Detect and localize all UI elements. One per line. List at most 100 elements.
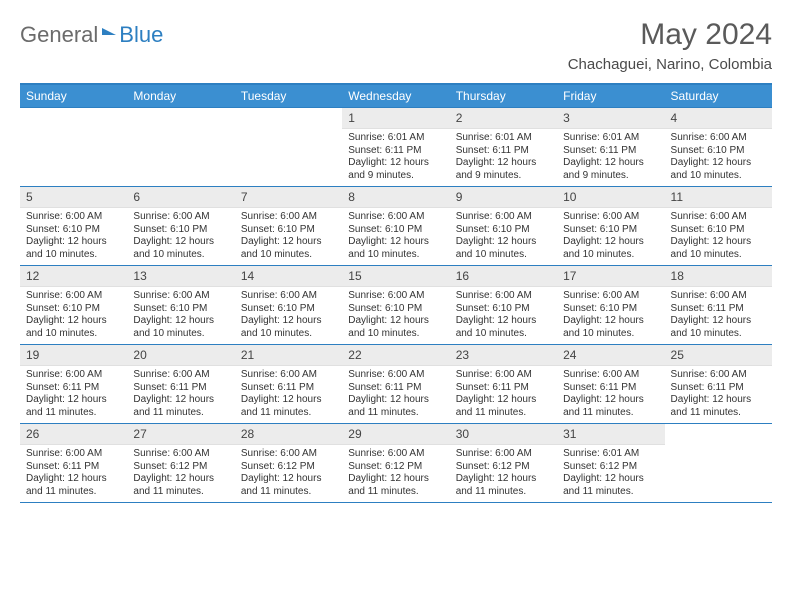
daylight-line: Daylight: 12 hours and 11 minutes. (456, 473, 551, 498)
day-body: Sunrise: 6:00 AMSunset: 6:10 PMDaylight:… (235, 208, 342, 265)
day-body: Sunrise: 6:00 AMSunset: 6:10 PMDaylight:… (20, 287, 127, 344)
title-block: May 2024 Chachaguei, Narino, Colombia (568, 18, 772, 73)
day-number: 18 (665, 266, 772, 287)
sunrise-line: Sunrise: 6:01 AM (563, 132, 658, 145)
sunrise-line: Sunrise: 6:00 AM (348, 290, 443, 303)
day-cell: 13Sunrise: 6:00 AMSunset: 6:10 PMDayligh… (127, 266, 234, 344)
daylight-line: Daylight: 12 hours and 10 minutes. (671, 236, 766, 261)
week-row: 1Sunrise: 6:01 AMSunset: 6:11 PMDaylight… (20, 107, 772, 186)
day-number: 7 (235, 187, 342, 208)
day-number: 13 (127, 266, 234, 287)
sunrise-line: Sunrise: 6:00 AM (348, 369, 443, 382)
day-number: 31 (557, 424, 664, 445)
day-cell: 15Sunrise: 6:00 AMSunset: 6:10 PMDayligh… (342, 266, 449, 344)
day-cell: 12Sunrise: 6:00 AMSunset: 6:10 PMDayligh… (20, 266, 127, 344)
day-body: Sunrise: 6:00 AMSunset: 6:12 PMDaylight:… (235, 445, 342, 502)
daylight-line: Daylight: 12 hours and 10 minutes. (241, 315, 336, 340)
sunrise-line: Sunrise: 6:00 AM (671, 369, 766, 382)
daylight-line: Daylight: 12 hours and 11 minutes. (563, 394, 658, 419)
day-cell: 28Sunrise: 6:00 AMSunset: 6:12 PMDayligh… (235, 424, 342, 502)
day-number: 8 (342, 187, 449, 208)
daylight-line: Daylight: 12 hours and 11 minutes. (241, 394, 336, 419)
day-number: 22 (342, 345, 449, 366)
day-cell: 16Sunrise: 6:00 AMSunset: 6:10 PMDayligh… (450, 266, 557, 344)
sunrise-line: Sunrise: 6:00 AM (133, 369, 228, 382)
day-body: Sunrise: 6:00 AMSunset: 6:11 PMDaylight:… (20, 366, 127, 423)
daylight-line: Daylight: 12 hours and 11 minutes. (133, 394, 228, 419)
day-cell: 21 Sunrise: 6:00 AMSunset: 6:11 PMDayligh… (235, 345, 342, 423)
sunrise-line: Sunrise: 6:01 AM (348, 132, 443, 145)
day-number: 11 (665, 187, 772, 208)
day-number: 4 (665, 108, 772, 129)
day-number: 17 (557, 266, 664, 287)
weekday-header: Monday (127, 85, 234, 107)
daylight-line: Daylight: 12 hours and 10 minutes. (563, 315, 658, 340)
week-row: 5Sunrise: 6:00 AMSunset: 6:10 PMDaylight… (20, 186, 772, 265)
day-body: Sunrise: 6:00 AMSunset: 6:12 PMDaylight:… (127, 445, 234, 502)
daylight-line: Daylight: 12 hours and 11 minutes. (133, 473, 228, 498)
daylight-line: Daylight: 12 hours and 11 minutes. (456, 394, 551, 419)
sunset-line: Sunset: 6:11 PM (241, 382, 336, 395)
day-number: 24 (557, 345, 664, 366)
day-cell: 20Sunrise: 6:00 AMSunset: 6:11 PMDayligh… (127, 345, 234, 423)
sunrise-line: Sunrise: 6:00 AM (133, 211, 228, 224)
day-cell: 24 Sunrise: 6:00 AMSunset: 6:11 PMDayligh… (557, 345, 664, 423)
day-number: 21 (235, 345, 342, 366)
day-body: Sunrise: 6:00 AMSunset: 6:12 PMDaylight:… (342, 445, 449, 502)
sunrise-line: Sunrise: 6:00 AM (241, 211, 336, 224)
sunset-line: Sunset: 6:11 PM (671, 303, 766, 316)
daylight-line: Daylight: 12 hours and 9 minutes. (348, 157, 443, 182)
day-cell (127, 108, 234, 186)
day-body: Sunrise: 6:00 AMSunset: 6:10 PMDaylight:… (557, 208, 664, 265)
sunrise-line: Sunrise: 6:00 AM (241, 369, 336, 382)
brand-logo: General Blue (20, 18, 163, 48)
month-title: May 2024 (568, 18, 772, 52)
sunset-line: Sunset: 6:10 PM (563, 303, 658, 316)
day-body: Sunrise: 6:00 AMSunset: 6:10 PMDaylight:… (665, 129, 772, 186)
day-body: Sunrise: 6:00 AMSunset: 6:10 PMDaylight:… (342, 287, 449, 344)
daylight-line: Daylight: 12 hours and 9 minutes. (563, 157, 658, 182)
sunset-line: Sunset: 6:10 PM (456, 303, 551, 316)
calendar-bottom-border (20, 502, 772, 503)
sunrise-line: Sunrise: 6:00 AM (456, 369, 551, 382)
sunrise-line: Sunrise: 6:00 AM (26, 448, 121, 461)
sunset-line: Sunset: 6:10 PM (348, 303, 443, 316)
sunrise-line: Sunrise: 6:00 AM (671, 290, 766, 303)
daylight-line: Daylight: 12 hours and 11 minutes. (241, 473, 336, 498)
sunrise-line: Sunrise: 6:00 AM (456, 448, 551, 461)
day-cell: 2Sunrise: 6:01 AMSunset: 6:11 PMDaylight… (450, 108, 557, 186)
daylight-line: Daylight: 12 hours and 10 minutes. (348, 236, 443, 261)
sunrise-line: Sunrise: 6:00 AM (348, 448, 443, 461)
day-cell: 29Sunrise: 6:00 AMSunset: 6:12 PMDayligh… (342, 424, 449, 502)
weekday-header-row: SundayMondayTuesdayWednesdayThursdayFrid… (20, 83, 772, 107)
day-cell: 1Sunrise: 6:01 AMSunset: 6:11 PMDaylight… (342, 108, 449, 186)
weekday-header: Friday (557, 85, 664, 107)
day-number: 29 (342, 424, 449, 445)
sunrise-line: Sunrise: 6:00 AM (671, 211, 766, 224)
day-cell: 23Sunrise: 6:00 AMSunset: 6:11 PMDayligh… (450, 345, 557, 423)
day-body: Sunrise: 6:01 AMSunset: 6:11 PMDaylight:… (342, 129, 449, 186)
daylight-line: Daylight: 12 hours and 9 minutes. (456, 157, 551, 182)
daylight-line: Daylight: 12 hours and 10 minutes. (671, 157, 766, 182)
sunrise-line: Sunrise: 6:00 AM (348, 211, 443, 224)
day-body: Sunrise: 6:00 AMSunset: 6:11 PMDaylight:… (450, 366, 557, 423)
brand-triangle-icon (102, 28, 116, 35)
daylight-line: Daylight: 12 hours and 11 minutes. (26, 473, 121, 498)
day-body: Sunrise: 6:00 AMSunset: 6:11 PMDaylight:… (665, 287, 772, 344)
day-body: Sunrise: 6:00 AMSunset: 6:10 PMDaylight:… (450, 287, 557, 344)
sunset-line: Sunset: 6:11 PM (563, 145, 658, 158)
daylight-line: Daylight: 12 hours and 10 minutes. (241, 236, 336, 261)
day-number: 10 (557, 187, 664, 208)
weekday-header: Saturday (665, 85, 772, 107)
week-row: 12Sunrise: 6:00 AMSunset: 6:10 PMDayligh… (20, 265, 772, 344)
week-row: 26Sunrise: 6:00 AMSunset: 6:11 PMDayligh… (20, 423, 772, 502)
sunset-line: Sunset: 6:11 PM (26, 382, 121, 395)
sunrise-line: Sunrise: 6:00 AM (563, 369, 658, 382)
sunrise-line: Sunrise: 6:00 AM (26, 290, 121, 303)
sunset-line: Sunset: 6:11 PM (563, 382, 658, 395)
weekday-header: Thursday (450, 85, 557, 107)
sunrise-line: Sunrise: 6:00 AM (26, 211, 121, 224)
sunset-line: Sunset: 6:11 PM (348, 145, 443, 158)
day-body: Sunrise: 6:01 AMSunset: 6:11 PMDaylight:… (450, 129, 557, 186)
sunset-line: Sunset: 6:10 PM (133, 224, 228, 237)
